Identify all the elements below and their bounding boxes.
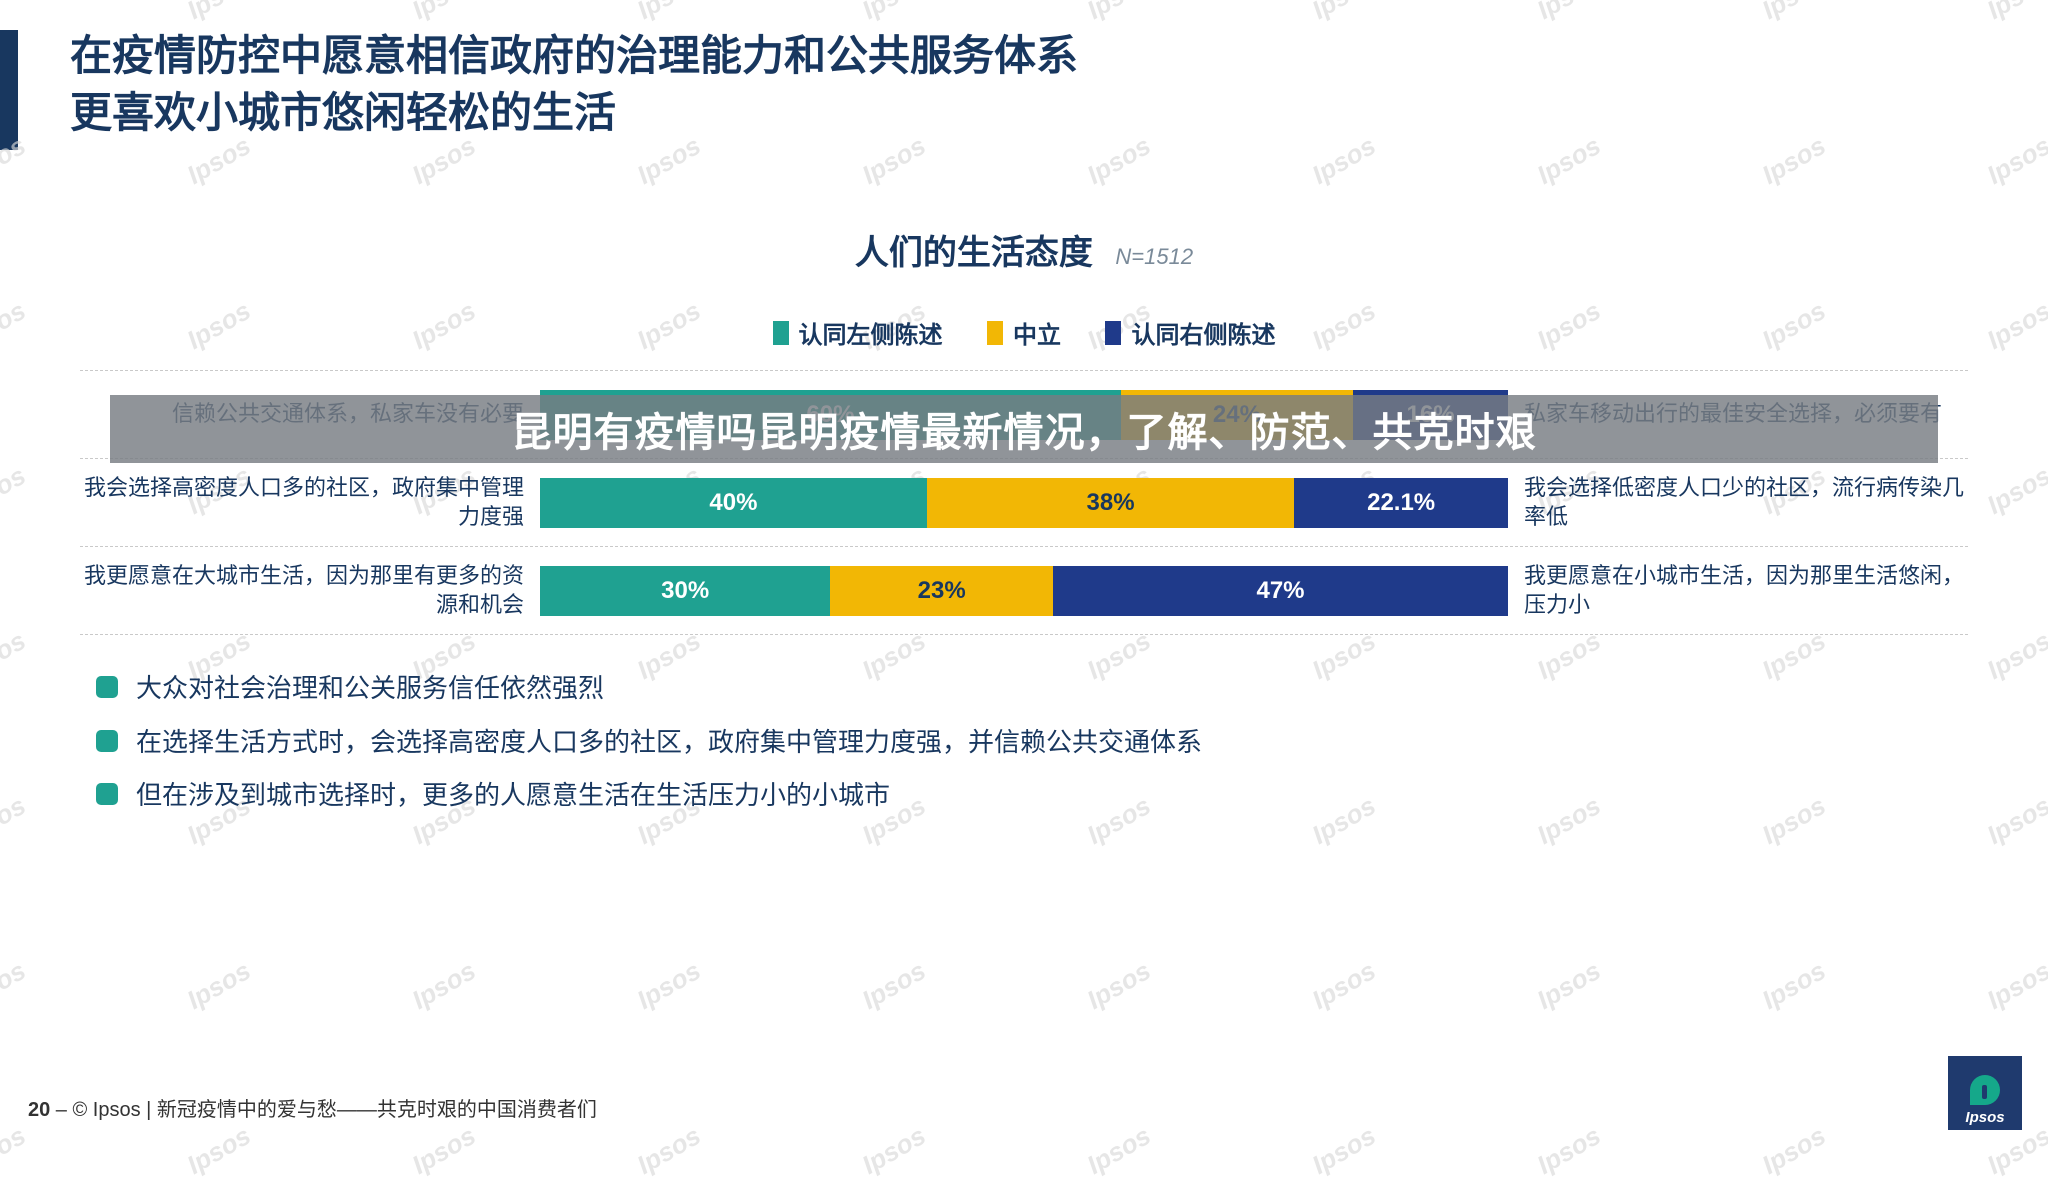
watermark-text: Ipsos (632, 0, 706, 26)
bar-segment-mid: 23% (830, 566, 1053, 616)
bar-segment-mid: 38% (927, 478, 1294, 528)
title-line-2: 更喜欢小城市悠闲轻松的生活 (70, 85, 1078, 142)
watermark-text: Ipsos (1082, 955, 1156, 1016)
watermark-text: Ipsos (1082, 130, 1156, 191)
footer-sep: – (50, 1099, 72, 1121)
bullet-list: 大众对社会治理和公关服务信任依然强烈在选择生活方式时，会选择高密度人口多的社区，… (96, 670, 1202, 831)
slide-title: 在疫情防控中愿意相信政府的治理能力和公共服务体系 更喜欢小城市悠闲轻松的生活 (70, 28, 1078, 141)
watermark-text: Ipsos (1532, 1120, 1606, 1181)
watermark-text: Ipsos (632, 1120, 706, 1181)
watermark-text: Ipsos (1082, 1120, 1156, 1181)
watermark-text: Ipsos (1532, 130, 1606, 191)
logo-icon (1970, 1075, 2000, 1105)
title-line-1: 在疫情防控中愿意相信政府的治理能力和公共服务体系 (70, 28, 1078, 85)
row-label-left: 我更愿意在大城市生活，因为那里有更多的资源和机会 (80, 562, 540, 619)
watermark-text: Ipsos (1532, 0, 1606, 26)
bar-segment-left: 30% (540, 566, 830, 616)
chart-title: 人们的生活态度 (855, 225, 1093, 274)
row-label-right: 我会选择低密度人口少的社区，流行病传染几率低 (1508, 474, 1968, 531)
watermark-text: Ipsos (1757, 790, 1831, 851)
watermark-text: Ipsos (1307, 790, 1381, 851)
watermark-text: Ipsos (1982, 460, 2048, 521)
bar-track: 40%38%22.1% (540, 478, 1508, 528)
watermark-text: Ipsos (632, 955, 706, 1016)
watermark-text: Ipsos (1982, 955, 2048, 1016)
watermark-text: Ipsos (1082, 0, 1156, 26)
bullet-marker-icon (96, 676, 118, 698)
watermark-text: Ipsos (1757, 0, 1831, 26)
bullet-text: 大众对社会治理和公关服务信任依然强烈 (136, 670, 604, 708)
watermark-text: Ipsos (0, 790, 31, 851)
legend-left: 认同左侧陈述 (773, 315, 943, 350)
watermark-text: Ipsos (1532, 790, 1606, 851)
chart-title-block: 人们的生活态度 N=1512 (0, 225, 2048, 274)
bar-segment-left: 40% (540, 478, 927, 528)
watermark-text: Ipsos (0, 460, 31, 521)
watermark-text: Ipsos (857, 1120, 931, 1181)
chart-row: 我更愿意在大城市生活，因为那里有更多的资源和机会30%23%47%我更愿意在小城… (80, 546, 1968, 634)
footer-copyright: © Ipsos | 新冠疫情中的爱与愁——共克时艰的中国消费者们 (73, 1099, 597, 1121)
bullet-item: 大众对社会治理和公关服务信任依然强烈 (96, 670, 1202, 708)
legend-mid: 中立 (987, 315, 1061, 350)
legend-left-label: 认同左侧陈述 (799, 315, 943, 350)
bullet-marker-icon (96, 783, 118, 805)
legend-mid-label: 中立 (1013, 315, 1061, 350)
overlay-banner: 昆明有疫情吗昆明疫情最新情况，了解、防范、共克时艰 (110, 395, 1938, 463)
row-label-right: 我更愿意在小城市生活，因为那里生活悠闲，压力小 (1508, 562, 1968, 619)
watermark-text: Ipsos (1307, 955, 1381, 1016)
watermark-text: Ipsos (407, 0, 481, 26)
legend-right: 认同右侧陈述 (1105, 315, 1275, 350)
watermark-text: Ipsos (1757, 955, 1831, 1016)
watermark-text: Ipsos (1982, 790, 2048, 851)
watermark-text: Ipsos (182, 0, 256, 26)
watermark-text: Ipsos (182, 955, 256, 1016)
watermark-text: Ipsos (1757, 130, 1831, 191)
overlay-text: 昆明有疫情吗昆明疫情最新情况，了解、防范、共克时艰 (512, 400, 1537, 458)
watermark-text: Ipsos (0, 0, 31, 26)
watermark-text: Ipsos (1307, 0, 1381, 26)
watermark-text: Ipsos (0, 625, 31, 686)
bar-track: 30%23%47% (540, 566, 1508, 616)
watermark-text: Ipsos (1982, 130, 2048, 191)
watermark-text: Ipsos (1307, 130, 1381, 191)
watermark-text: Ipsos (407, 1120, 481, 1181)
page-number: 20 (28, 1099, 50, 1121)
watermark-text: Ipsos (0, 1120, 31, 1181)
bullet-item: 在选择生活方式时，会选择高密度人口多的社区，政府集中管理力度强，并信赖公共交通体… (96, 724, 1202, 762)
legend-swatch-mid (987, 321, 1003, 345)
bar-segment-right: 47% (1053, 566, 1508, 616)
watermark-text: Ipsos (1532, 955, 1606, 1016)
bullet-marker-icon (96, 730, 118, 752)
bullet-text: 但在涉及到城市选择时，更多的人愿意生活在生活压力小的小城市 (136, 777, 890, 815)
watermark-text: Ipsos (1307, 1120, 1381, 1181)
watermark-text: Ipsos (1757, 1120, 1831, 1181)
bullet-text: 在选择生活方式时，会选择高密度人口多的社区，政府集中管理力度强，并信赖公共交通体… (136, 724, 1202, 762)
watermark-text: Ipsos (0, 955, 31, 1016)
bar-segment-right: 22.1% (1294, 478, 1508, 528)
watermark-text: Ipsos (1982, 625, 2048, 686)
chart-n-label: N=1512 (1115, 244, 1193, 270)
watermark-text: Ipsos (857, 955, 931, 1016)
legend-swatch-right (1105, 321, 1121, 345)
footer: 20 – © Ipsos | 新冠疫情中的爱与愁——共克时艰的中国消费者们 (28, 1093, 597, 1122)
row-label-left: 我会选择高密度人口多的社区，政府集中管理力度强 (80, 474, 540, 531)
chart-legend: 认同左侧陈述 中立 认同右侧陈述 (0, 315, 2048, 350)
logo-text: Ipsos (1965, 1109, 2004, 1126)
watermark-text: Ipsos (182, 1120, 256, 1181)
ipsos-logo: Ipsos (1948, 1056, 2022, 1130)
watermark-text: Ipsos (407, 955, 481, 1016)
bullet-item: 但在涉及到城市选择时，更多的人愿意生活在生活压力小的小城市 (96, 777, 1202, 815)
accent-bar (0, 30, 18, 150)
chart-row: 我会选择高密度人口多的社区，政府集中管理力度强40%38%22.1%我会选择低密… (80, 458, 1968, 546)
legend-right-label: 认同右侧陈述 (1131, 315, 1275, 350)
watermark-text: Ipsos (857, 0, 931, 26)
watermark-text: Ipsos (1982, 0, 2048, 26)
legend-swatch-left (773, 321, 789, 345)
